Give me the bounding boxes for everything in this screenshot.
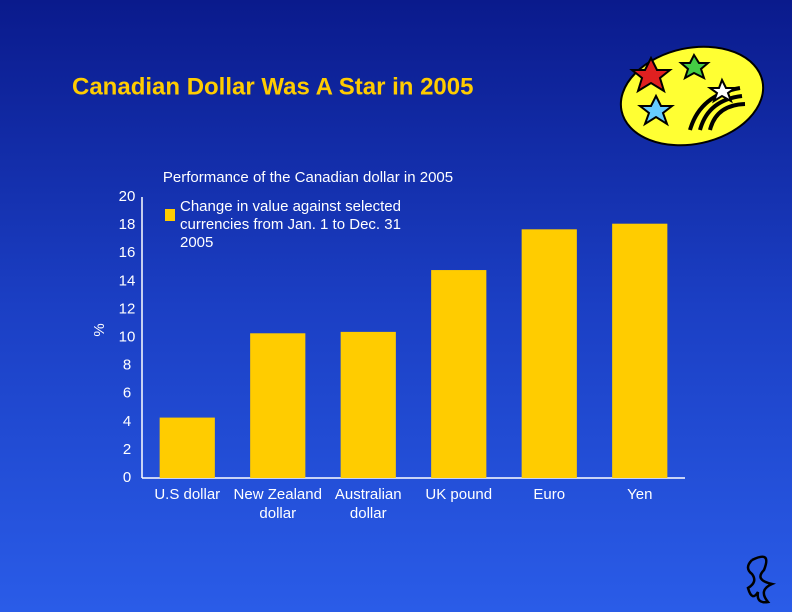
y-tick-label: 12 bbox=[119, 300, 136, 317]
bar bbox=[159, 417, 215, 478]
bar bbox=[340, 331, 396, 478]
title: Canadian Dollar Was A Star in 2005 bbox=[72, 73, 473, 100]
x-tick-label: U.S dollar bbox=[154, 486, 220, 503]
y-axis-label: % bbox=[91, 323, 108, 336]
y-tick-label: 0 bbox=[123, 469, 131, 486]
x-tick-label: New Zealand dollar bbox=[234, 486, 322, 522]
x-tick-label: Euro bbox=[533, 486, 565, 503]
x-tick-label: UK pound bbox=[425, 486, 492, 503]
y-tick-label: 20 bbox=[119, 188, 136, 205]
legend-label: Change in value against selected currenci… bbox=[180, 198, 401, 251]
y-tick-label: 16 bbox=[119, 244, 136, 261]
bar bbox=[250, 333, 306, 478]
x-tick-label: Yen bbox=[627, 486, 652, 503]
y-tick-label: 2 bbox=[123, 441, 131, 458]
chart-subtitle: Performance of the Canadian dollar in 20… bbox=[163, 169, 453, 186]
bar bbox=[431, 270, 487, 478]
x-tick-label: Australian dollar bbox=[335, 486, 402, 522]
star-graphic bbox=[619, 45, 765, 147]
y-tick-label: 8 bbox=[123, 357, 131, 374]
bar bbox=[521, 229, 577, 478]
y-tick-label: 18 bbox=[119, 216, 136, 233]
y-tick-label: 4 bbox=[123, 413, 131, 430]
y-tick-label: 10 bbox=[119, 328, 136, 345]
y-tick-label: 14 bbox=[119, 272, 136, 289]
legend-swatch bbox=[165, 209, 175, 221]
y-tick-label: 6 bbox=[123, 385, 131, 402]
logo bbox=[746, 555, 777, 604]
bar bbox=[612, 223, 668, 478]
